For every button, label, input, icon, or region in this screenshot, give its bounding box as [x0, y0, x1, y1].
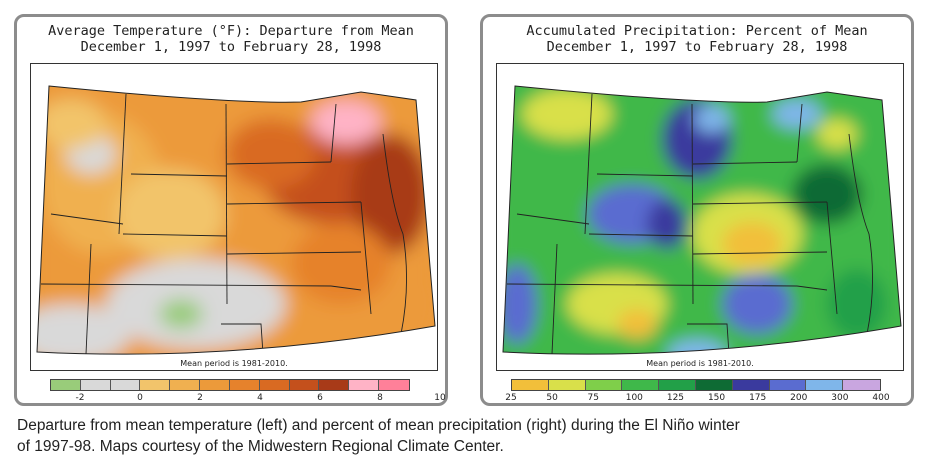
- precipitation-legend-swatch: [769, 380, 807, 390]
- temperature-legend-tick: -2: [75, 393, 85, 403]
- precipitation-legend-swatch: [585, 380, 623, 390]
- precipitation-legend-tick: 125: [666, 393, 685, 403]
- temperature-legend-swatch: [289, 380, 320, 390]
- precipitation-legend-swatch: [548, 380, 586, 390]
- temperature-legend-swatch: [200, 380, 230, 390]
- temperature-legend-tick: 6: [317, 393, 323, 403]
- temperature-legend-swatch: [80, 380, 111, 390]
- temperature-title-line2: December 1, 1997 to February 28, 1998: [80, 39, 382, 55]
- caption-line1: Departure from mean temperature (left) a…: [17, 417, 740, 434]
- temperature-legend-tick: 8: [377, 393, 383, 403]
- precipitation-legend-swatch: [806, 380, 844, 390]
- temperature-legend-swatch: [259, 380, 290, 390]
- precipitation-legend-tick: 25: [505, 393, 517, 403]
- temperature-map-title: Average Temperature (°F): Departure from…: [17, 23, 445, 55]
- precipitation-map: Mean period is 1981-2010.: [496, 63, 904, 371]
- temperature-map-panel: Average Temperature (°F): Departure from…: [14, 14, 448, 406]
- temperature-legend-swatch: [319, 380, 350, 390]
- figure-caption: Departure from mean temperature (left) a…: [17, 415, 917, 457]
- precipitation-legend-tick: 175: [749, 393, 767, 403]
- temperature-legend-swatch: [51, 380, 81, 390]
- temperature-legend-swatch: [229, 380, 260, 390]
- temperature-legend-ticks: -2 0 2 4 6 8 10: [50, 393, 446, 405]
- precipitation-title-line2: December 1, 1997 to February 28, 1998: [546, 39, 848, 55]
- precipitation-legend-swatch: [622, 380, 660, 390]
- precipitation-legend-swatch: [732, 380, 770, 390]
- precipitation-legend-swatch: [695, 380, 733, 390]
- precipitation-legend-ticks: 25 50 75 100 125 150 175 200 300 400: [505, 393, 889, 405]
- precipitation-legend-swatch: [512, 380, 549, 390]
- precipitation-legend-swatch: [659, 380, 696, 390]
- precipitation-mean-note: Mean period is 1981-2010.: [646, 359, 754, 368]
- precipitation-legend-tick: 75: [587, 393, 599, 403]
- temperature-mean-note: Mean period is 1981-2010.: [180, 359, 288, 368]
- temperature-legend-swatch: [379, 380, 409, 390]
- precipitation-map-panel: Accumulated Precipitation: Percent of Me…: [480, 14, 914, 406]
- precipitation-map-title: Accumulated Precipitation: Percent of Me…: [483, 23, 911, 55]
- temperature-map: Mean period is 1981-2010.: [30, 63, 438, 371]
- precipitation-legend-tick: 150: [707, 393, 726, 403]
- temperature-legend-swatch: [170, 380, 201, 390]
- temperature-legend-swatch: [140, 380, 171, 390]
- precipitation-legend-tick: 400: [872, 393, 890, 403]
- precipitation-legend: [511, 379, 881, 391]
- temperature-legend-tick: 2: [197, 393, 203, 403]
- caption-line2: of 1997-98. Maps courtesy of the Midwest…: [17, 438, 504, 455]
- precipitation-legend-tick: 50: [546, 393, 558, 403]
- precipitation-legend-tick: 100: [625, 393, 643, 403]
- temperature-legend-tick: 4: [257, 393, 263, 403]
- temperature-title-line1: Average Temperature (°F): Departure from…: [48, 23, 414, 39]
- temperature-legend-swatch: [110, 380, 141, 390]
- precipitation-legend-swatch: [843, 380, 880, 390]
- precipitation-legend-tick: 300: [831, 393, 849, 403]
- precipitation-legend-tick: 200: [790, 393, 808, 403]
- temperature-legend-tick: 0: [137, 393, 143, 403]
- temperature-legend: [50, 379, 410, 391]
- temperature-legend-tick: 10: [434, 393, 446, 403]
- temperature-legend-swatch: [349, 380, 380, 390]
- precipitation-title-line1: Accumulated Precipitation: Percent of Me…: [526, 23, 868, 39]
